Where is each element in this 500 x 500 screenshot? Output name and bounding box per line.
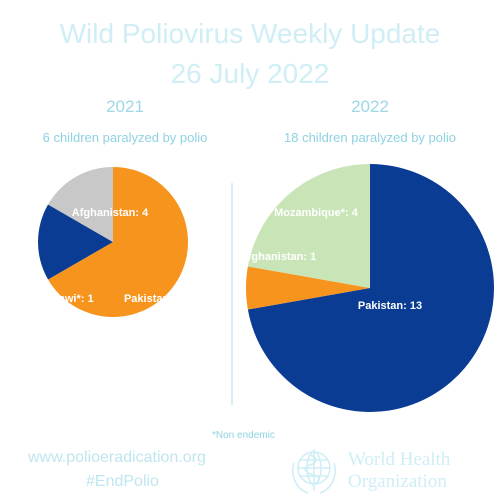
website-link[interactable]: www.polioeradication.org: [28, 449, 206, 466]
pie-2022-slice-1: [246, 266, 370, 310]
pie-2022-label-2: Mozambique*: 4: [274, 207, 359, 219]
pie-2021-title: 2021: [106, 97, 144, 116]
footnote: *Non endemic: [212, 430, 275, 441]
pie-2021-slice-1: [38, 204, 114, 280]
organization-name-line2: Organization: [348, 471, 447, 492]
pie-2021-label-0: Afghanistan: 4: [72, 207, 149, 219]
page-date: 26 July 2022: [170, 58, 330, 89]
who-emblem-icon: [292, 449, 336, 494]
pie-2021: Afghanistan: 4 Pakistan: 1 Malawi*: 1: [38, 167, 188, 317]
pie-2022: Pakistan: 13 Afghanistan: 1 Mozambique*: 4: [240, 164, 495, 412]
pie-2021-slice-0: [48, 167, 188, 317]
pie-2022-subtitle: 18 children paralyzed by polio: [284, 130, 456, 145]
pie-2021-subtitle: 6 children paralyzed by polio: [42, 130, 208, 145]
pie-2021-label-2: Malawi*: 1: [40, 293, 93, 305]
organization-name-line1: World Health: [348, 449, 451, 470]
pie-2021-slice-2: [48, 167, 113, 242]
organization-name: World Health Organization: [348, 449, 450, 493]
hashtag: #EndPolio: [86, 473, 159, 490]
pie-2022-label-0: Pakistan: 13: [358, 300, 422, 312]
pie-2021-label-1: Pakistan: 1: [124, 293, 182, 305]
pie-2022-slice-2: [247, 164, 370, 288]
pie-2022-label-1: Afghanistan: 1: [240, 251, 316, 263]
page-title: Wild Poliovirus Weekly Update: [59, 18, 441, 49]
pie-2022-slice-0: [247, 164, 495, 412]
chart-divider: [231, 183, 233, 405]
pie-2022-title: 2022: [351, 97, 389, 116]
